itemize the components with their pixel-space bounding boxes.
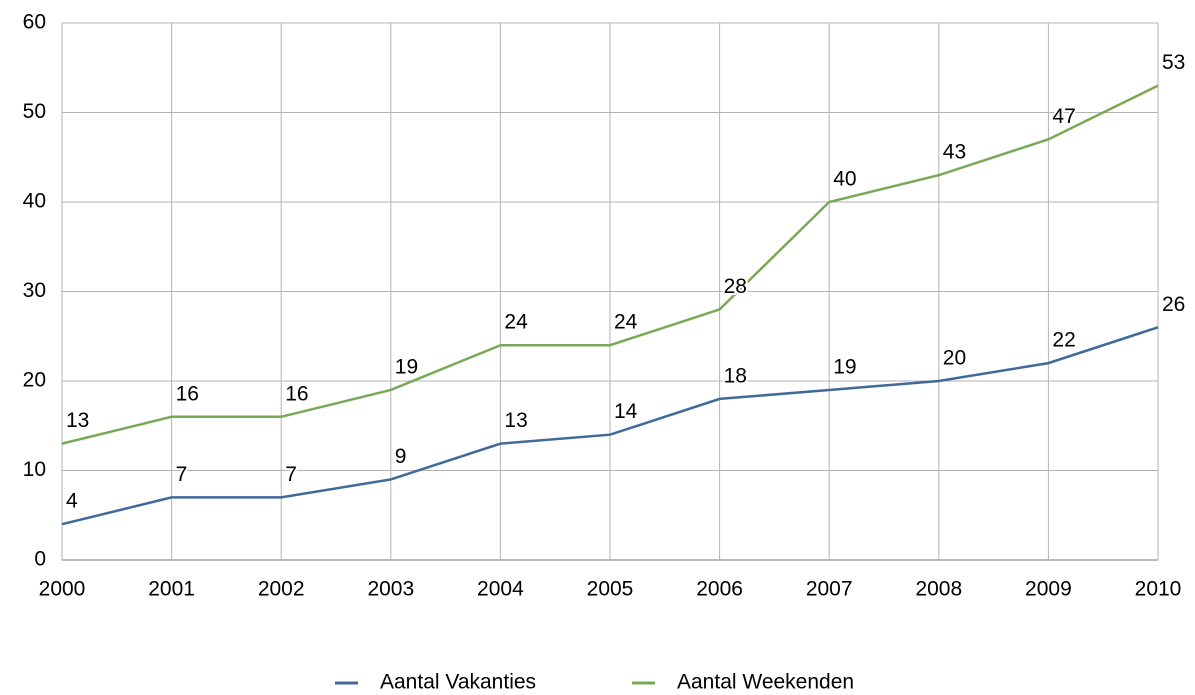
data-label: 24: [504, 311, 528, 334]
data-label: 22: [1052, 329, 1075, 352]
data-label: 7: [176, 463, 188, 486]
data-label: 26: [1162, 293, 1185, 316]
series-line: [61, 84, 1159, 445]
x-tick-label: 2008: [915, 578, 962, 601]
data-label: 43: [943, 141, 966, 164]
data-label: 14: [614, 400, 638, 423]
data-label: 7: [285, 463, 297, 486]
data-label: 47: [1052, 105, 1075, 128]
y-tick-label: 30: [23, 279, 46, 302]
data-label: 16: [285, 382, 308, 405]
y-tick-label: 40: [23, 190, 46, 213]
y-tick-label: 50: [23, 100, 46, 123]
y-tick-label: 10: [23, 458, 46, 481]
data-label: 4: [66, 490, 78, 513]
x-tick-label: 2001: [148, 578, 195, 601]
data-label: 13: [66, 409, 89, 432]
legend-label: Aantal Weekenden: [677, 671, 854, 694]
data-label: 18: [724, 364, 747, 387]
y-tick-label: 0: [34, 548, 46, 571]
x-tick-label: 2004: [477, 578, 524, 601]
data-label: 20: [943, 347, 966, 370]
y-tick-label: 20: [23, 369, 46, 392]
data-label: 53: [1162, 51, 1185, 74]
data-label: 9: [395, 445, 407, 468]
x-tick-label: 2003: [367, 578, 414, 601]
data-label: 19: [395, 355, 418, 378]
legend-label: Aantal Vakanties: [380, 671, 536, 694]
x-tick-label: 2007: [806, 578, 853, 601]
data-label: 28: [724, 275, 747, 298]
x-tick-label: 2002: [258, 578, 305, 601]
data-label: 19: [833, 355, 856, 378]
data-label: 40: [833, 168, 856, 191]
x-tick-label: 2006: [696, 578, 743, 601]
series-line: [61, 326, 1159, 526]
x-tick-label: 2005: [587, 578, 634, 601]
y-tick-label: 60: [23, 11, 46, 34]
x-tick-label: 2010: [1135, 578, 1182, 601]
data-label: 16: [176, 382, 199, 405]
data-label: 13: [504, 409, 527, 432]
data-label: 24: [614, 311, 638, 334]
x-tick-label: 2009: [1025, 578, 1072, 601]
x-tick-label: 2000: [39, 578, 86, 601]
